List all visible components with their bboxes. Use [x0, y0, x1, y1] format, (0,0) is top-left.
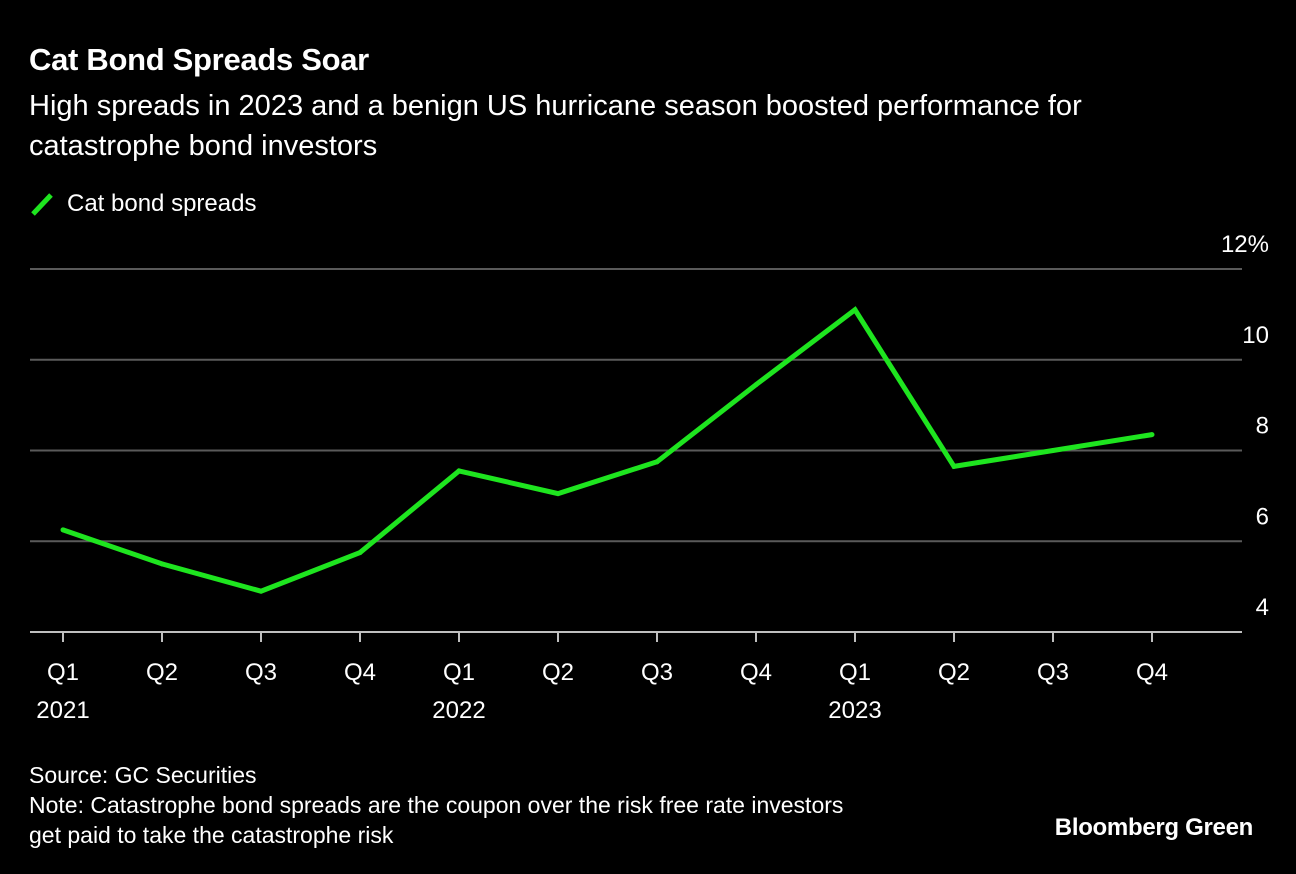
note-text-line2: get paid to take the catastrophe risk	[29, 822, 394, 848]
y-tick-label: 6	[1256, 503, 1269, 530]
footer: Source: GC Securities Note: Catastrophe …	[29, 760, 843, 850]
legend-label: Cat bond spreads	[67, 190, 257, 217]
x-tick-label: Q4	[344, 659, 376, 686]
source-text: Source: GC Securities	[29, 762, 257, 788]
x-tick-label: Q3	[641, 659, 673, 686]
x-tick-label: Q3	[1037, 659, 1069, 686]
x-tick-label: Q4	[1136, 659, 1168, 686]
data-point	[357, 550, 363, 556]
x-tick-label: Q4	[740, 659, 772, 686]
data-point	[852, 307, 858, 313]
data-point	[951, 463, 957, 469]
data-point	[753, 382, 759, 388]
x-tick-label: Q3	[245, 659, 277, 686]
data-point	[1050, 448, 1056, 453]
x-tick-label: Q1	[839, 659, 871, 686]
series-line-cat-bond-spreads	[62, 306, 1153, 594]
brand-logo: Bloomberg Green	[1054, 814, 1254, 841]
note-text-line1: Note: Catastrophe bond spreads are the c…	[29, 792, 844, 818]
data-point	[159, 561, 165, 567]
data-point	[60, 527, 66, 533]
data-point	[1149, 432, 1155, 438]
x-tick-label: Q2	[938, 659, 970, 686]
y-tick-label: 4	[1256, 594, 1269, 621]
x-year-label: 2022	[432, 697, 485, 724]
x-tick-label: Q1	[47, 659, 79, 686]
data-point	[555, 491, 561, 497]
chart-title: Cat Bond Spreads Soar	[29, 42, 369, 77]
x-year-label: 2023	[828, 697, 881, 724]
chart-subtitle: High spreads in 2023 and a benign US hur…	[29, 90, 1082, 162]
legend: Cat bond spreads	[29, 190, 256, 218]
data-point	[258, 588, 264, 594]
data-point	[456, 468, 462, 474]
x-year-label: 2021	[36, 697, 89, 724]
y-tick-label: 12%	[1221, 231, 1269, 258]
y-tick-label: 10	[1242, 322, 1269, 349]
data-point	[654, 459, 660, 465]
legend-swatch-line	[31, 193, 53, 216]
x-tick-label: Q2	[146, 659, 178, 686]
x-tick-label: Q1	[443, 659, 475, 686]
x-tick-label: Q2	[542, 659, 574, 686]
y-tick-label: 8	[1256, 413, 1269, 440]
legend-line-icon	[31, 193, 53, 216]
